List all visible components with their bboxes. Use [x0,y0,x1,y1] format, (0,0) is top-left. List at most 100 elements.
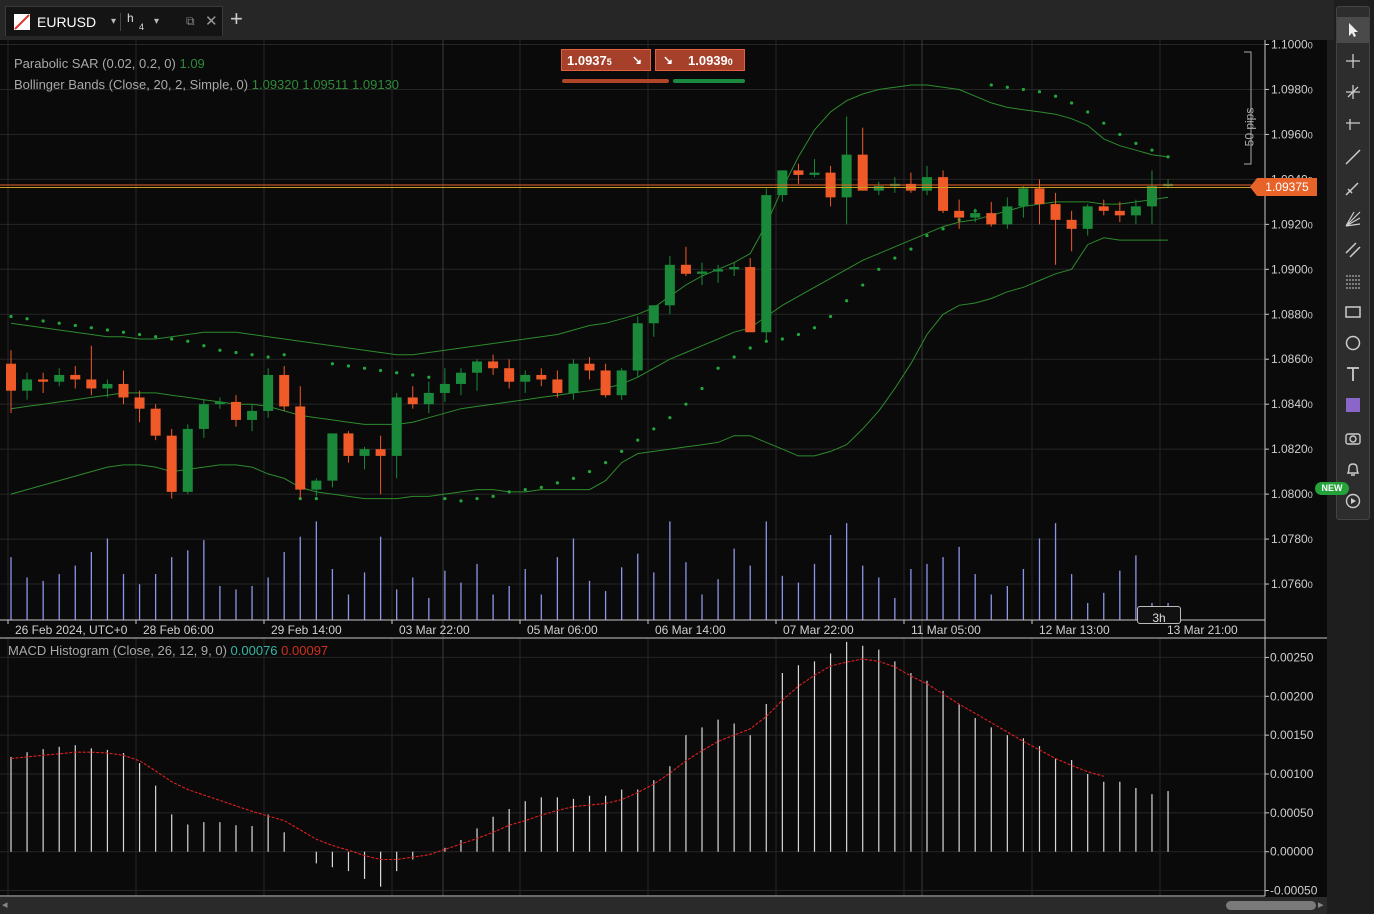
psar-dot [780,337,784,341]
psar-dot [636,438,640,442]
channel-tool[interactable] [1337,237,1369,263]
buy-volume-bar [673,79,745,83]
psar-legend[interactable]: Parabolic SAR (0.02, 0.2, 0) 1.09 [14,53,399,74]
psar-dot [812,326,817,330]
alert-tool[interactable] [1337,456,1369,482]
pips-scale-label: 50 pips [1242,107,1257,147]
symbol-dropdown-icon[interactable]: ▾ [111,16,117,27]
psar-dot [845,299,849,303]
fibonacci-fan-tool[interactable] [1337,206,1369,232]
psar-dot [941,227,945,231]
candle-body [809,172,820,175]
psar-dot [362,366,367,370]
crosshair-icon [1346,54,1360,68]
sell-button[interactable]: 1.09375 ↘ [561,49,651,71]
candle-body [343,433,354,456]
measure-tool[interactable] [1337,79,1369,105]
macd-tick-label: 0.00000 [1270,845,1314,859]
psar-series [9,83,1170,503]
macd-legend[interactable]: MACD Histogram (Close, 26, 12, 9, 0) 0.0… [8,643,328,658]
add-tab-button[interactable]: + [230,6,243,31]
text-tool[interactable] [1337,361,1369,387]
crosshair-tool[interactable] [1337,48,1369,74]
psar-dot [861,283,865,287]
candle-body [632,323,643,371]
pips-scale-bracket [1244,51,1252,165]
candle-body [1050,204,1061,220]
color-tool[interactable] [1337,392,1369,418]
popout-icon[interactable]: ⧉ [186,14,195,28]
psar-dot [587,470,592,474]
fibonacci-fan-icon [1345,211,1361,227]
candle-body [1082,206,1093,229]
psar-dot [250,353,254,357]
candle-body [1018,188,1029,207]
candle-body [584,363,595,371]
candle-body [777,170,788,196]
buy-arrow-icon: ↘ [663,53,674,67]
psar-dot [796,332,801,337]
price-tick-label: 1.08600 [1271,352,1313,366]
psar-dot [732,355,736,359]
replay-icon [1345,493,1361,509]
candle-body [247,410,258,420]
sell-volume-bar [562,79,669,83]
candle-body [134,397,145,409]
replay-tool[interactable] [1337,488,1369,514]
scroll-thumb[interactable] [1226,901,1316,910]
chart-area[interactable]: 1.100001.098001.096001.094001.092001.090… [0,40,1327,913]
bb-legend[interactable]: Bollinger Bands (Close, 20, 2, Simple, 0… [14,74,399,95]
horizontal-scrollbar[interactable]: ◂ ▸ [0,897,1327,914]
color-swatch-icon [1346,398,1360,412]
buy-price: 1.0939 [688,53,728,68]
candle-body [488,361,499,369]
psar-dot [620,449,624,453]
timeframe-label[interactable]: h [127,11,134,25]
candle-body [600,370,611,396]
candle-body [568,363,579,393]
rectangle-tool[interactable] [1337,299,1369,325]
candle-body [423,392,434,405]
buy-button[interactable]: ↘ 1.09390 [655,49,745,71]
scroll-right-icon[interactable]: ▸ [1318,899,1324,911]
trend-line-tool[interactable] [1337,144,1369,170]
psar-dot [1150,148,1154,152]
psar-dot [603,461,608,465]
candle-body [1146,186,1157,207]
psar-dot [684,402,688,406]
psar-legend-name: Parabolic SAR (0.02, 0.2, 0) [14,56,176,71]
chart-canvas[interactable]: 1.100001.098001.096001.094001.092001.090… [0,40,1327,897]
time-tick-label: 26 Feb 2024, UTC+0 [15,623,128,637]
psar-dot [716,366,720,370]
candle-body [375,449,386,456]
screenshot-tool[interactable] [1337,425,1369,451]
scroll-left-icon[interactable]: ◂ [2,899,8,911]
psar-dot [314,497,318,501]
price-tick-label: 1.09600 [1271,127,1313,141]
candle-body [520,374,531,382]
text-icon [1347,367,1359,381]
candle-body [1034,188,1045,205]
psar-dot [475,497,479,501]
cursor-tool[interactable] [1337,17,1369,43]
candle-body [295,406,306,490]
buy-price-pipette: 0 [727,57,733,67]
channel-icon [1345,242,1361,258]
ray-tool[interactable] [1337,175,1369,201]
candle-body [38,379,49,382]
camera-icon [1345,433,1361,445]
horizontal-line-tool[interactable] [1337,110,1369,136]
psar-dot [1086,110,1090,114]
fibonacci-retracement-tool[interactable] [1337,268,1369,294]
psar-dot [89,326,93,330]
close-tab-icon[interactable]: ✕ [205,13,218,30]
psar-dot [507,490,511,494]
candle-body [214,401,225,405]
chart-tab-eurusd[interactable]: EURUSD ▾ h 4 ▾ ⧉ ✕ [5,6,223,36]
macd-tick-label: 0.00050 [1270,806,1314,820]
psar-dot [9,314,13,319]
psar-dot [925,233,929,238]
timeframe-dropdown-icon[interactable]: ▾ [154,16,160,27]
horizontal-line-icon [1346,119,1360,130]
ellipse-tool[interactable] [1337,330,1369,356]
